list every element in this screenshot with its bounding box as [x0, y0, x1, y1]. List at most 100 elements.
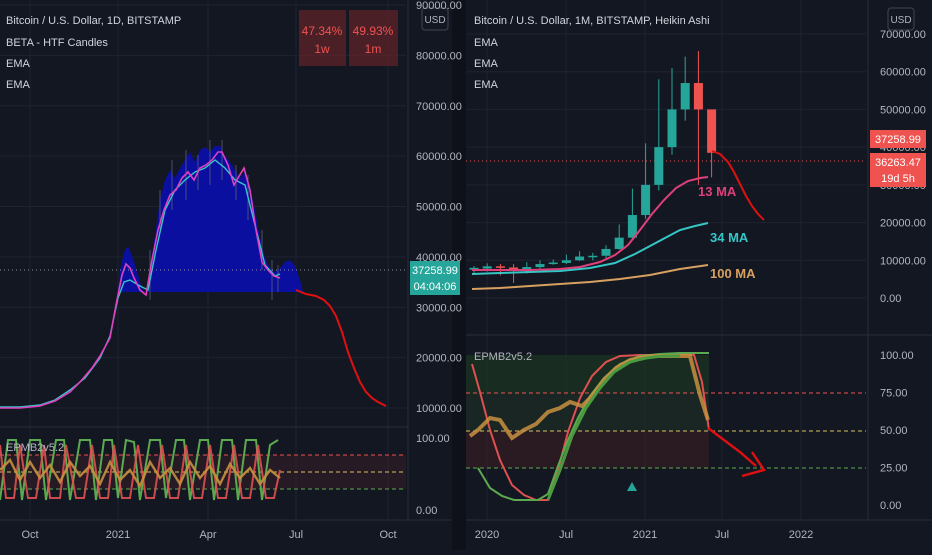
left-osc-label: EPMB2v5.2: [6, 442, 64, 454]
left-y-axis[interactable]: 10000.00 20000.00 30000.00 40000.00 50000.00…: [416, 0, 462, 415]
left-osc-red: [0, 444, 281, 499]
right-osc-tick-label: 100.00: [880, 350, 914, 362]
candle-body: [575, 256, 585, 261]
right-countdown: 19d 5h: [881, 173, 915, 185]
right-osc-projection: [707, 427, 757, 467]
right-price-pane[interactable]: 13 MA 34 MA 100 MA: [466, 50, 866, 290]
right-chart-title: Bitcoin / U.S. Dollar, 1M, BITSTAMP, Hei…: [474, 15, 710, 27]
heikin-ashi-candles: [469, 50, 717, 283]
right-y-tick-label: 0.00: [880, 293, 901, 305]
right-price-tag-2-value: 36263.47: [875, 157, 921, 169]
left-osc-axis[interactable]: 0.00 100.00: [416, 433, 450, 517]
right-y-tick-label: 50000.00: [880, 104, 926, 116]
right-osc-axis[interactable]: 0.00 25.00 50.00 75.00 100.00: [880, 350, 914, 512]
right-currency-label[interactable]: USD: [890, 15, 911, 26]
candle-body: [693, 83, 703, 110]
perf-box-1m[interactable]: 49.93% 1m: [349, 10, 398, 66]
candle-body: [654, 147, 664, 185]
right-oscillator-pane[interactable]: EPMB2v5.2: [466, 351, 866, 501]
left-y-tick-label: 50000.00: [416, 202, 462, 214]
ma-34-line: [471, 222, 709, 275]
ma-100-line: [471, 264, 709, 290]
ema-pink-line: [0, 151, 281, 409]
left-osc-orange: [0, 457, 281, 489]
left-y-tick-label: 30000.00: [416, 302, 462, 314]
right-osc-tick-label: 50.00: [880, 425, 908, 437]
left-y-tick-label: 20000.00: [416, 353, 462, 365]
perf-period-1w: 1w: [314, 42, 330, 56]
right-osc-projection-arrowhead: [741, 451, 766, 478]
left-price-tag: 37258.99 04:04:06: [410, 261, 460, 295]
candle-body: [588, 255, 598, 258]
left-indicator-1: BETA - HTF Candles: [6, 37, 108, 49]
right-y-tick-label: 60000.00: [880, 67, 926, 79]
candle-body: [561, 260, 571, 263]
right-y-tick-label: 10000.00: [880, 255, 926, 267]
candle-body: [535, 264, 545, 268]
left-y-tick-label: 90000.00: [416, 0, 462, 12]
right-osc-tick-label: 0.00: [880, 500, 901, 512]
left-osc-tick-label: 0.00: [416, 505, 437, 517]
candle-body: [495, 266, 505, 268]
left-x-axis[interactable]: Oct 2021 Apr Jul Oct: [21, 529, 396, 541]
left-indicator-2: EMA: [6, 58, 31, 70]
left-price-tag-value: 37258.99: [412, 265, 458, 277]
right-y-tick-label: 70000.00: [880, 29, 926, 41]
candle-body: [627, 215, 637, 238]
left-x-tick-label: Oct: [21, 529, 38, 541]
right-price-tag-1: 37258.99: [870, 130, 926, 148]
right-osc-label: EPMB2v5.2: [474, 351, 532, 363]
left-x-tick-label: Apr: [199, 529, 216, 541]
left-price-pane[interactable]: [0, 140, 406, 409]
candle-body: [482, 266, 492, 269]
candle-body: [601, 248, 611, 256]
left-y-tick-label: 10000.00: [416, 403, 462, 415]
left-y-tick-label: 40000.00: [416, 252, 462, 264]
left-osc-tick-label: 100.00: [416, 433, 450, 445]
right-osc-tick-label: 75.00: [880, 388, 908, 400]
ma-13-line: [472, 176, 709, 271]
ma-label-13: 13 MA: [698, 184, 737, 199]
right-grid: [466, 0, 866, 520]
right-osc-tick-label: 25.00: [880, 463, 908, 475]
candle-body: [614, 237, 624, 249]
left-currency-label[interactable]: USD: [424, 15, 445, 26]
right-x-tick-label: 2022: [789, 529, 813, 541]
right-y-tick-label: 20000.00: [880, 218, 926, 230]
right-indicator-2: EMA: [474, 58, 499, 70]
perf-period-1m: 1m: [365, 42, 382, 56]
left-indicator-3: EMA: [6, 79, 31, 91]
left-grid: [0, 0, 406, 520]
right-x-tick-label: Jul: [559, 529, 573, 541]
right-x-tick-label: 2021: [633, 529, 657, 541]
left-y-tick-label: 60000.00: [416, 151, 462, 163]
left-chart-title: Bitcoin / U.S. Dollar, 1D, BITSTAMP: [6, 15, 181, 27]
perf-value-1w: 47.34%: [302, 24, 343, 38]
left-y-tick-label: 80000.00: [416, 50, 462, 62]
candle-body: [641, 184, 651, 216]
buy-triangle-icon: [627, 482, 637, 491]
perf-box-1w[interactable]: 47.34% 1w: [299, 10, 346, 66]
candle-body: [680, 83, 690, 110]
right-price-tag-2: 36263.47 19d 5h: [870, 153, 926, 187]
left-x-tick-label: 2021: [106, 529, 130, 541]
ma-label-34: 34 MA: [710, 230, 749, 245]
candle-body: [509, 267, 519, 270]
left-countdown: 04:04:06: [414, 281, 457, 293]
right-x-axis[interactable]: 2020 Jul 2021 Jul 2022: [475, 529, 813, 541]
left-x-tick-label: Jul: [289, 529, 303, 541]
left-x-tick-label: Oct: [379, 529, 396, 541]
right-osc-green-2: [546, 354, 680, 501]
candle-body: [667, 109, 677, 148]
candle-body: [522, 267, 532, 270]
perf-value-1m: 49.93%: [353, 24, 394, 38]
candle-body: [469, 267, 479, 270]
candle-body: [707, 109, 717, 153]
right-indicator-1: EMA: [474, 37, 499, 49]
right-price-tag-1-value: 37258.99: [875, 134, 921, 146]
ma-label-100: 100 MA: [710, 266, 756, 281]
left-oscillator-pane[interactable]: EPMB2v5.2: [0, 438, 406, 501]
right-indicator-3: EMA: [474, 79, 499, 91]
